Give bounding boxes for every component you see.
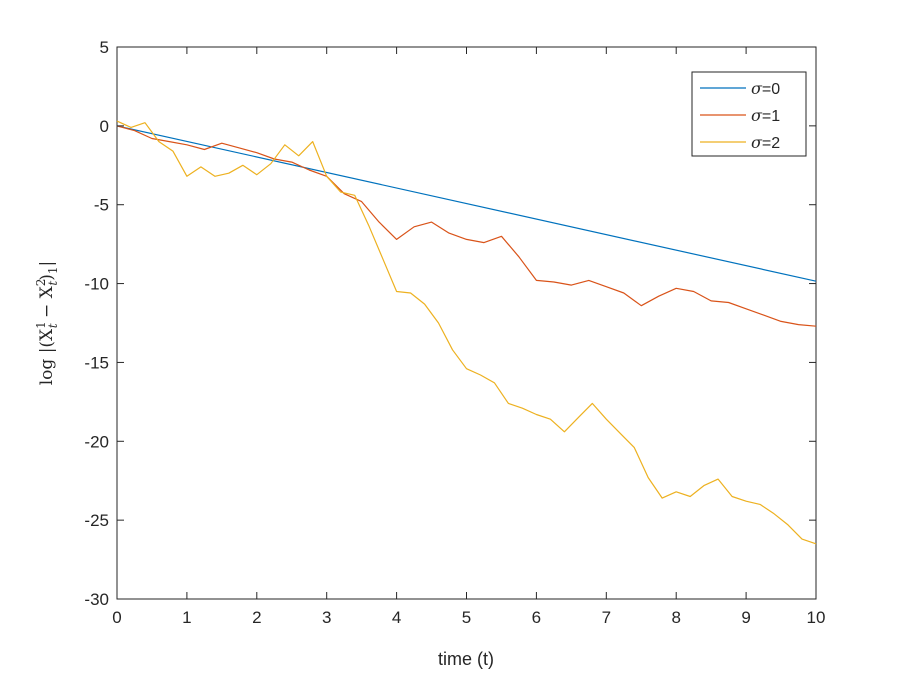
ticks-layer: 0 1 2 3 4 5 6 7 8 9 10 5 0 -5 -10 -15 -20 -25 -30 (84, 38, 825, 627)
series-line-sigma-1 (116, 125, 817, 327)
legend-box (691, 71, 807, 157)
series-line-sigma-0 (116, 125, 817, 282)
y-axis-title: log |(X1t − X2t)1| (34, 261, 60, 386)
ylabel-bar: | (37, 261, 57, 267)
legend-label-sigma-0: σ=0 (751, 79, 780, 98)
x-axis-title: time (t) (438, 649, 494, 669)
x-tick-label: 1 (182, 608, 191, 627)
y-tick-label: -10 (84, 275, 109, 294)
ylabel-sub2: t (46, 281, 60, 286)
ylabel-suffix: ) (37, 274, 57, 281)
x-tick-label: 9 (741, 608, 750, 627)
series-layer (116, 120, 817, 545)
x-tick-label: 4 (392, 608, 401, 627)
y-tick-label: -5 (94, 196, 109, 215)
ylabel-minus: − X (37, 285, 57, 323)
y-tick-label: -30 (84, 590, 109, 609)
x-tick-label: 6 (532, 608, 541, 627)
x-tick-label: 2 (252, 608, 261, 627)
series-line-sigma-2 (116, 120, 817, 545)
ylabel-prefix: log |(X (37, 328, 57, 385)
x-tick-label: 7 (602, 608, 611, 627)
x-tick-label: 10 (807, 608, 826, 627)
x-tick-label: 5 (462, 608, 471, 627)
y-tick-label: -15 (84, 353, 109, 372)
ylabel-sup1: 1 (34, 321, 48, 329)
x-tick-label: 8 (671, 608, 680, 627)
y-tick-label: -20 (84, 432, 109, 451)
y-tick-label: 0 (100, 117, 109, 136)
y-tick-label: 5 (100, 38, 109, 57)
legend-label-sigma-2: σ=2 (751, 133, 780, 152)
x-tick-label: 0 (112, 608, 121, 627)
legend-label-sigma-1: σ=1 (751, 106, 780, 125)
x-tick-label: 3 (322, 608, 331, 627)
y-tick-label: -25 (84, 511, 109, 530)
ylabel-sub-end: 1 (46, 266, 60, 274)
ylabel-sup2: 2 (34, 279, 48, 287)
ylabel-sub1: t (46, 323, 60, 328)
legend: σ=0 σ=1 σ=2 (691, 71, 807, 157)
